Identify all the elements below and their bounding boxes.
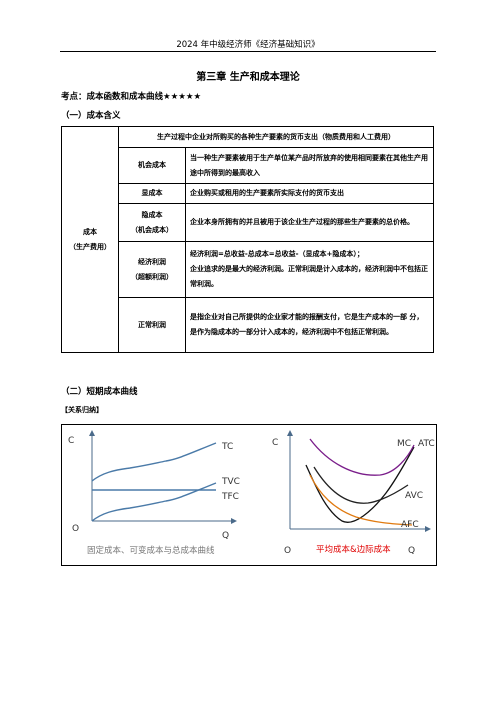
cost-definition-table: 成本 （生产费用） 生产过程中企业对所购买的各种生产要素的货币支出（物质费用和人… [61,126,434,353]
mc-label: MC [397,439,411,449]
kaodian-heading: 考点：成本函数和成本曲线★★★★★ [61,92,202,102]
row-desc-2: 企业追求的是最大的经济利润。正常利润是计入成本的，经济利润中不包括正常利润。 [190,265,428,288]
main-label: 成本 [83,227,97,236]
tvc-curve [91,482,217,522]
row-desc: 当一种生产要素被用于生产单位某产品时所放弃的使用相同要素在其他生产用途中所得到的… [185,147,434,184]
relation-summary-label: 【关系归纳】 [61,406,103,414]
tc-label: TC [221,442,233,452]
row-name-cell: 隐成本 （机会成本） [118,203,186,242]
main-label-sub: （生产费用） [69,242,111,251]
left-y-label: C [68,436,74,446]
tfc-label: TFC [221,492,239,502]
row-desc: 企业本身所拥有的并且被用于该企业生产过程的那些生产要素的总价格。 [185,203,434,242]
row-name: 隐成本 [141,210,163,219]
section-heading-short-run-curves: （二）短期成本曲线 [61,387,138,397]
row-name: 机会成本 [118,147,186,184]
afc-label: AFC [401,520,419,530]
atc-label: ATC [418,439,435,449]
tvc-label: TVC [221,477,240,487]
header-divider [60,51,436,52]
row-name: 显成本 [118,183,186,204]
avc-label: AVC [405,491,423,501]
atc-curve [309,438,415,476]
right-origin-label: O [284,546,291,556]
row-name-sub: （超额利润） [131,272,173,281]
mc-curve [305,446,415,523]
page-header: 2024 年中级经济师《经济基础知识》 [176,40,320,50]
left-caption: 固定成本、可变成本与总成本曲线 [87,545,215,556]
row-desc: 经济利润=总收益-总成本=总收益-（显成本+隐成本）； [190,250,364,258]
left-origin-label: O [72,524,79,534]
right-cost-chart: C O Q MC ATC AVC AFC 平均成本&边际成本 [272,430,435,556]
chapter-title: 第三章 生产和成本理论 [196,72,300,83]
avc-curve [313,466,409,504]
main-label-cell: 成本 （生产费用） [61,126,119,353]
row-name-sub: （机会成本） [131,225,173,234]
row-desc-cell: 经济利润=总收益-总成本=总收益-（显成本+隐成本）； 企业追求的是最大的经济利… [185,241,434,298]
section-heading-cost-meaning: （一）成本含义 [61,111,121,121]
right-caption: 平均成本&边际成本 [316,544,391,555]
row-desc: 企业购买或租用的生产要素所实际支付的货币支出 [185,183,434,204]
row-desc: 是指企业对自己所提供的企业家才能的报酬支付，它是生产成本的一部 分，是作为隐成本… [185,297,434,353]
left-x-label: Q [222,531,229,541]
left-cost-chart: C O Q TC TVC TFC 固定成本、可变成本与总成本曲线 [68,430,240,556]
right-y-label: C [272,438,278,448]
right-x-label: Q [408,546,415,556]
tc-curve [91,442,217,482]
row-name-cell: 经济利润 （超额利润） [118,241,186,298]
top-row-cell: 生产过程中企业对所购买的各种生产要素的货币支出（物质费用和人工费用） [118,126,434,148]
afc-curve [309,474,413,526]
row-name: 正常利润 [118,297,186,353]
row-name: 经济利润 [138,257,166,266]
figure-frame: C O Q TC TVC TFC 固定成本、可变成本与总成本曲线 C O Q M… [61,424,437,566]
cost-curves-figure: C O Q TC TVC TFC 固定成本、可变成本与总成本曲线 C O Q M… [68,430,435,556]
